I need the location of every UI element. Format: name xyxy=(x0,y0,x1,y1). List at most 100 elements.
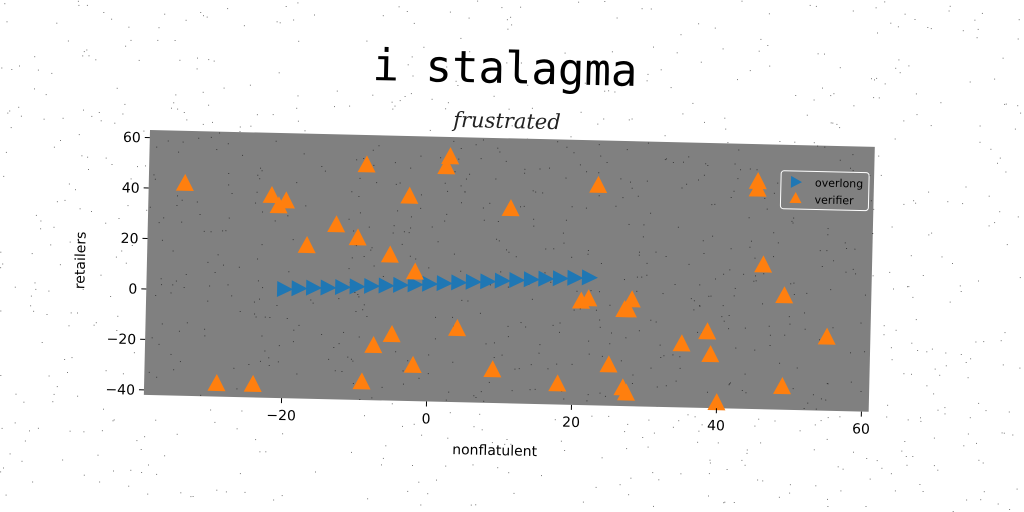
noise-speck xyxy=(497,147,499,149)
verifier-point xyxy=(262,185,281,204)
noise-speck xyxy=(806,292,808,294)
noise-speck xyxy=(793,282,795,284)
noise-speck xyxy=(110,296,112,297)
verifier-point xyxy=(483,360,502,378)
noise-speck xyxy=(98,112,100,113)
noise-speck xyxy=(937,469,939,471)
noise-speck xyxy=(890,347,892,349)
noise-speck xyxy=(533,218,535,220)
noise-speck xyxy=(160,278,162,280)
noise-speck xyxy=(249,84,251,86)
noise-speck xyxy=(492,116,494,118)
noise-speck xyxy=(582,501,584,503)
noise-speck xyxy=(734,287,736,289)
noise-speck xyxy=(778,496,780,498)
verifier-point xyxy=(773,377,792,395)
noise-speck xyxy=(362,309,364,311)
noise-speck xyxy=(631,118,633,120)
noise-speck xyxy=(447,102,449,104)
overlong-point xyxy=(465,273,482,290)
noise-speck xyxy=(286,318,288,320)
noise-speck xyxy=(926,385,928,387)
noise-speck xyxy=(746,452,748,454)
noise-speck xyxy=(485,343,487,345)
noise-speck xyxy=(664,159,666,161)
noise-speck xyxy=(944,413,946,415)
noise-speck xyxy=(912,296,914,298)
noise-speck xyxy=(378,145,380,147)
noise-speck xyxy=(939,374,941,376)
noise-speck xyxy=(239,473,241,475)
noise-speck xyxy=(475,144,477,146)
overlong-point xyxy=(422,275,439,292)
noise-speck xyxy=(407,490,409,492)
noise-speck xyxy=(137,166,138,168)
noise-speck xyxy=(774,420,776,422)
noise-speck xyxy=(988,195,990,197)
noise-speck xyxy=(665,385,667,387)
noise-speck xyxy=(534,388,536,390)
noise-speck xyxy=(849,167,852,169)
noise-speck xyxy=(315,471,316,473)
noise-speck xyxy=(559,322,561,324)
noise-speck xyxy=(773,232,775,234)
verifier-point xyxy=(548,374,567,392)
noise-speck xyxy=(679,367,681,369)
noise-speck xyxy=(672,161,674,163)
noise-speck xyxy=(427,373,429,375)
noise-speck xyxy=(288,271,290,273)
noise-speck xyxy=(64,359,66,360)
noise-speck xyxy=(963,445,965,447)
noise-speck xyxy=(850,381,852,383)
noise-speck xyxy=(53,226,55,228)
noise-speck xyxy=(421,434,423,436)
noise-speck xyxy=(586,400,588,402)
y-axis-label: retailers xyxy=(72,231,89,289)
noise-speck xyxy=(100,274,102,276)
noise-speck xyxy=(385,445,387,447)
noise-speck xyxy=(746,449,748,451)
noise-speck xyxy=(158,343,160,345)
noise-speck xyxy=(154,178,156,180)
noise-speck xyxy=(701,424,703,426)
noise-speck xyxy=(431,98,433,100)
noise-speck xyxy=(655,321,657,323)
noise-speck xyxy=(298,324,300,326)
y-tick-label: 60 xyxy=(123,130,141,146)
noise-speck xyxy=(156,473,158,475)
noise-speck xyxy=(655,251,657,253)
noise-speck xyxy=(609,304,611,306)
noise-speck xyxy=(86,4,88,6)
noise-speck xyxy=(448,391,450,393)
noise-speck xyxy=(214,272,216,274)
noise-speck xyxy=(1019,367,1021,369)
noise-speck xyxy=(324,170,326,172)
noise-speck xyxy=(886,416,888,418)
noise-speck xyxy=(228,173,230,175)
noise-speck xyxy=(410,227,412,229)
noise-speck xyxy=(784,334,786,336)
noise-speck xyxy=(68,183,70,185)
noise-speck xyxy=(483,219,485,221)
noise-speck xyxy=(698,23,700,25)
noise-speck xyxy=(11,69,13,70)
noise-speck xyxy=(293,329,295,331)
noise-speck xyxy=(427,493,429,495)
noise-speck xyxy=(552,324,554,326)
noise-speck xyxy=(225,491,227,493)
noise-speck xyxy=(449,412,451,414)
noise-speck xyxy=(563,242,565,244)
noise-speck xyxy=(853,451,854,453)
noise-speck xyxy=(912,456,914,457)
noise-speck xyxy=(969,81,971,83)
noise-speck xyxy=(53,146,55,148)
noise-speck xyxy=(934,368,936,370)
noise-speck xyxy=(507,325,509,327)
overlong-point xyxy=(291,280,308,297)
noise-speck xyxy=(440,157,442,159)
noise-speck xyxy=(446,66,448,68)
noise-speck xyxy=(410,167,412,169)
noise-speck xyxy=(815,5,817,7)
noise-speck xyxy=(578,1,580,3)
